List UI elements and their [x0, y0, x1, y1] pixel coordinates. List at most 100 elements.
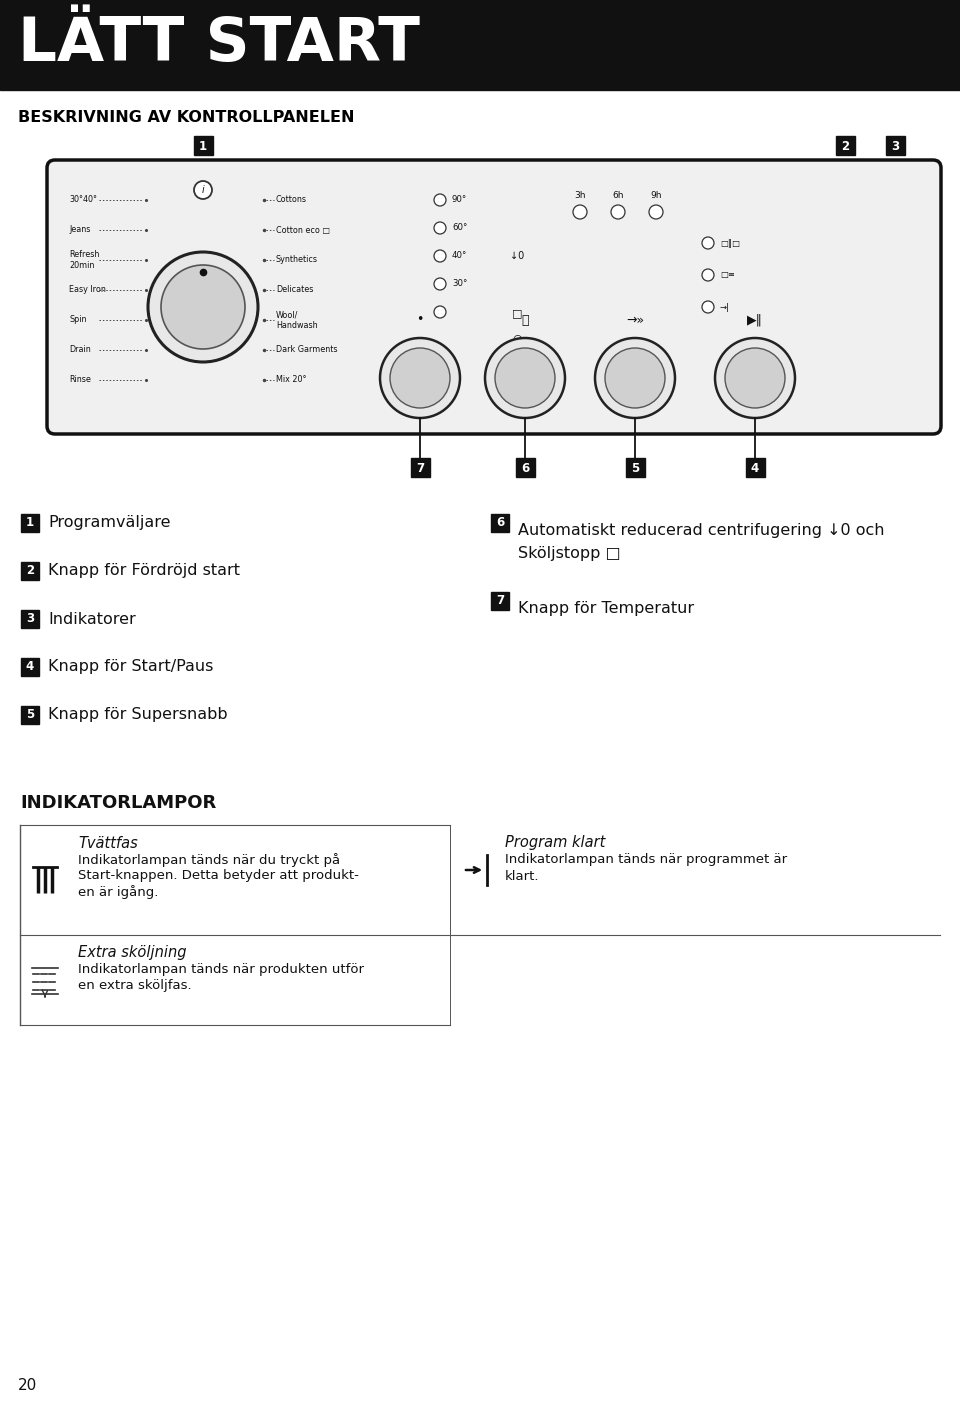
Circle shape: [434, 194, 446, 206]
Circle shape: [611, 205, 625, 219]
Text: Wool/
Handwash: Wool/ Handwash: [276, 310, 318, 330]
Circle shape: [702, 237, 714, 248]
Text: BESKRIVNING AV KONTROLLPANELEN: BESKRIVNING AV KONTROLLPANELEN: [18, 111, 354, 125]
Text: Tvättfas: Tvättfas: [78, 836, 137, 850]
Circle shape: [605, 348, 665, 408]
Bar: [0, 0, 960, 90]
Circle shape: [390, 348, 450, 408]
Text: Delicates: Delicates: [276, 285, 313, 295]
Text: 2: 2: [26, 564, 34, 578]
Bar: [626, 457, 645, 477]
Bar: [836, 136, 855, 154]
Text: en är igång.: en är igång.: [78, 885, 158, 899]
Text: 9h: 9h: [650, 191, 661, 201]
Circle shape: [148, 253, 258, 362]
Text: 7: 7: [496, 595, 504, 607]
Text: Programväljare: Programväljare: [48, 515, 171, 530]
Text: Knapp för Temperatur: Knapp för Temperatur: [518, 600, 694, 616]
Text: □‖□: □‖□: [720, 239, 740, 247]
Bar: [491, 592, 509, 610]
Text: Extra sköljning: Extra sköljning: [78, 946, 186, 961]
Text: ○: ○: [512, 333, 521, 342]
Text: 5: 5: [631, 462, 639, 474]
FancyBboxPatch shape: [47, 160, 941, 434]
Text: 6: 6: [496, 516, 504, 529]
Circle shape: [194, 181, 212, 199]
Text: 6: 6: [521, 462, 529, 474]
Text: Indikatorlampan tänds när programmet är: Indikatorlampan tänds när programmet är: [505, 853, 787, 867]
Text: Knapp för Start/Paus: Knapp för Start/Paus: [48, 659, 213, 675]
Text: 1: 1: [199, 139, 207, 153]
Circle shape: [595, 338, 675, 418]
Text: Dark Garments: Dark Garments: [276, 345, 338, 355]
Text: Automatiskt reducerad centrifugering ↓0 och
Sköljstopp □: Automatiskt reducerad centrifugering ↓0 …: [518, 523, 884, 561]
Circle shape: [380, 338, 460, 418]
Text: 6h: 6h: [612, 191, 624, 201]
Text: Program klart: Program klart: [505, 836, 606, 850]
Bar: [21, 563, 39, 579]
Text: 20: 20: [18, 1378, 37, 1393]
Bar: [21, 706, 39, 724]
Circle shape: [161, 265, 245, 349]
Text: Knapp för Supersnabb: Knapp för Supersnabb: [48, 707, 228, 723]
Circle shape: [702, 269, 714, 281]
Bar: [194, 136, 213, 154]
Text: Refresh
20min: Refresh 20min: [69, 250, 100, 269]
Bar: [21, 513, 39, 532]
Text: 90°: 90°: [452, 195, 468, 205]
Text: ⫉: ⫉: [521, 313, 529, 327]
Text: Rinse: Rinse: [69, 376, 91, 384]
Circle shape: [715, 338, 795, 418]
Bar: [746, 457, 765, 477]
Circle shape: [434, 250, 446, 262]
Text: Mix 20°: Mix 20°: [276, 376, 306, 384]
Text: 30°40°: 30°40°: [69, 195, 97, 205]
Text: ↓0: ↓0: [510, 251, 524, 261]
Circle shape: [434, 278, 446, 290]
Text: klart.: klart.: [505, 870, 540, 882]
Circle shape: [434, 222, 446, 234]
Text: Spin: Spin: [69, 316, 86, 324]
Text: Cottons: Cottons: [276, 195, 307, 205]
Text: •: •: [417, 313, 423, 327]
Text: Jeans: Jeans: [69, 226, 90, 234]
Text: Easy Iron: Easy Iron: [69, 285, 106, 295]
Text: 5: 5: [26, 709, 35, 721]
Bar: [491, 513, 509, 532]
Text: 3h: 3h: [574, 191, 586, 201]
Text: □≡: □≡: [720, 271, 734, 279]
Circle shape: [485, 338, 565, 418]
Circle shape: [434, 306, 446, 318]
Text: →|: →|: [720, 303, 730, 311]
Text: 1: 1: [26, 516, 34, 529]
Text: →»: →»: [626, 313, 644, 327]
Text: 4: 4: [26, 661, 35, 673]
Text: □: □: [512, 309, 522, 318]
Text: Start-knappen. Detta betyder att produkt-: Start-knappen. Detta betyder att produkt…: [78, 870, 359, 882]
Text: Cotton eco □: Cotton eco □: [276, 226, 330, 234]
Bar: [411, 457, 430, 477]
Bar: [21, 658, 39, 676]
Text: Indikatorer: Indikatorer: [48, 612, 135, 627]
Text: 4: 4: [751, 462, 759, 474]
Bar: [516, 457, 535, 477]
Text: 3: 3: [891, 139, 900, 153]
Text: INDIKATORLAMPOR: INDIKATORLAMPOR: [20, 794, 216, 812]
Text: Synthetics: Synthetics: [276, 255, 318, 265]
Circle shape: [702, 302, 714, 313]
Text: 30°: 30°: [452, 279, 468, 289]
Text: ▶‖: ▶‖: [747, 313, 763, 327]
Bar: [21, 610, 39, 629]
Text: 2: 2: [841, 139, 849, 153]
Text: LÄTT START: LÄTT START: [18, 15, 420, 74]
Text: 60°: 60°: [452, 223, 468, 233]
Text: i: i: [202, 185, 204, 195]
Circle shape: [573, 205, 587, 219]
Circle shape: [649, 205, 663, 219]
Text: 3: 3: [26, 613, 34, 626]
Text: en extra sköljfas.: en extra sköljfas.: [78, 978, 192, 992]
Bar: [886, 136, 905, 154]
Circle shape: [725, 348, 785, 408]
Text: 40°: 40°: [452, 251, 468, 261]
Circle shape: [495, 348, 555, 408]
